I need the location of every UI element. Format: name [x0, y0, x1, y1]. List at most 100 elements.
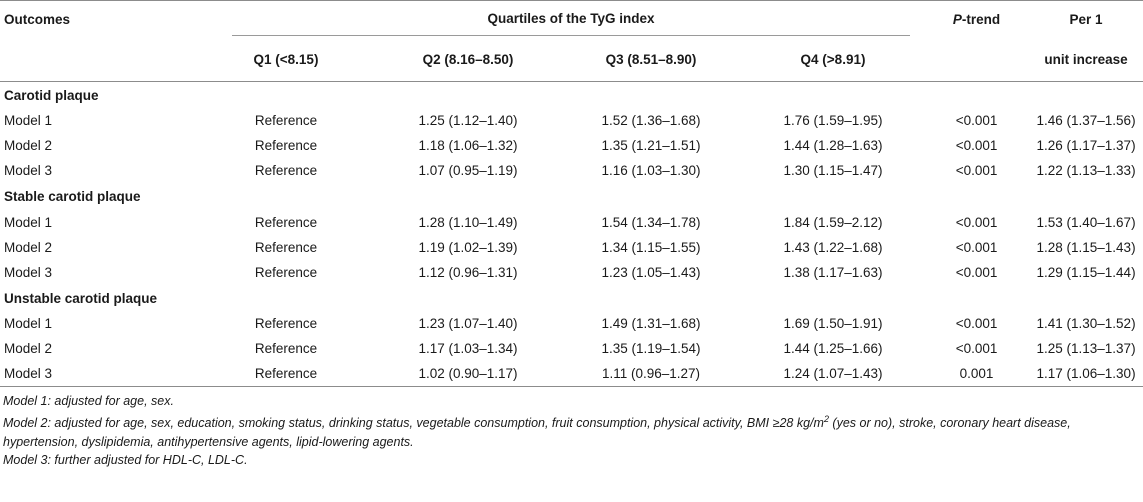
cell-per1: 1.17 (1.06–1.30) — [1029, 361, 1143, 388]
cell-q1: Reference — [196, 361, 376, 388]
cell-per1: 1.53 (1.40–1.67) — [1036, 214, 1136, 230]
cell-q3: 1.23 (1.05–1.43) — [601, 265, 701, 281]
section-title-stable-carotid-plaque: Stable carotid plaque — [4, 189, 141, 205]
cell-per1: 1.22 (1.13–1.33) — [1036, 163, 1136, 179]
cell-p-trend: <0.001 — [955, 239, 998, 255]
cell-model: Model 3 — [4, 265, 53, 281]
cell-q3: 1.11 (0.96–1.27) — [560, 361, 742, 388]
cell-p-trend: <0.001 — [955, 163, 998, 179]
cell-q2: 1.07 (0.95–1.19) — [418, 163, 518, 179]
cell-q3: 1.35 (1.19–1.54) — [601, 341, 701, 357]
cell-model: Model 3 — [4, 163, 53, 179]
cell-q1: Reference — [254, 163, 318, 179]
section-row: Unstable carotid plaque — [0, 285, 1143, 311]
cell-q4: 1.24 (1.07–1.43) — [742, 361, 925, 388]
header-q3: Q3 (8.51–8.90) — [560, 37, 742, 82]
results-table: Outcomes Quartiles of the TyG index P-tr… — [0, 0, 1143, 388]
header-blank-p — [924, 37, 1030, 82]
cell-p-trend: 0.001 — [924, 361, 1030, 388]
header-p-trend: P-trend — [924, 0, 1030, 37]
cell-q4: 1.38 (1.17–1.63) — [783, 265, 883, 281]
cell-q1: Reference — [254, 341, 318, 357]
header-q2: Q2 (8.16–8.50) — [376, 37, 560, 82]
table-row: Model 2 Reference 1.17 (1.03–1.34) 1.35 … — [0, 336, 1143, 361]
cell-per1: 1.41 (1.30–1.52) — [1036, 316, 1136, 332]
cell-per1: 1.25 (1.13–1.37) — [1036, 341, 1136, 357]
table-row: Model 2 Reference 1.19 (1.02–1.39) 1.34 … — [0, 235, 1143, 260]
cell-p-trend: <0.001 — [955, 341, 998, 357]
cell-per1: 1.46 (1.37–1.56) — [1036, 113, 1136, 129]
table-row: Model 3 Reference 1.12 (0.96–1.31) 1.23 … — [0, 260, 1143, 285]
cell-q4: 1.30 (1.15–1.47) — [783, 163, 883, 179]
cell-model: Model 2 — [4, 138, 53, 154]
cell-model: Model 3 — [0, 361, 196, 388]
cell-model: Model 1 — [4, 214, 53, 230]
cell-q4: 1.43 (1.22–1.68) — [783, 239, 883, 255]
footnote-model2-text-rest: (yes or no), stroke, coronary heart dise… — [3, 416, 1071, 449]
footnote-model3: Model 3: further adjusted for HDL-C, LDL… — [3, 453, 248, 468]
header-blank — [0, 37, 196, 82]
footnotes: Model 1: adjusted for age, sex. Model 2:… — [3, 392, 1139, 470]
table-row: Model 3 Reference 1.07 (0.95–1.19) 1.16 … — [0, 158, 1143, 183]
cell-per1: 1.26 (1.17–1.37) — [1036, 138, 1136, 154]
cell-q3: 1.35 (1.21–1.51) — [601, 138, 701, 154]
cell-p-trend: <0.001 — [955, 265, 998, 281]
cell-model: Model 1 — [4, 113, 53, 129]
p-trend-suffix: -trend — [961, 11, 1001, 27]
header-per1-line1: Per 1 — [1029, 0, 1143, 37]
cell-q2: 1.18 (1.06–1.32) — [418, 138, 518, 154]
cell-q3: 1.54 (1.34–1.78) — [601, 214, 701, 230]
cell-model: Model 2 — [4, 239, 53, 255]
header-outcomes: Outcomes — [0, 0, 196, 37]
table-row: Model 1 Reference 1.25 (1.12–1.40) 1.52 … — [0, 108, 1143, 133]
footnote-model2: Model 2: adjusted for age, sex, educatio… — [3, 410, 1139, 451]
quartiles-group-label: Quartiles of the TyG index — [232, 11, 911, 36]
section-title-carotid-plaque: Carotid plaque — [4, 87, 99, 103]
cell-q2: 1.02 (0.90–1.17) — [376, 361, 560, 388]
cell-q1: Reference — [254, 113, 318, 129]
header-quartiles-group: Quartiles of the TyG index — [196, 0, 925, 37]
cell-p-trend: <0.001 — [955, 138, 998, 154]
cell-q2: 1.28 (1.10–1.49) — [418, 214, 518, 230]
header-q4: Q4 (>8.91) — [742, 37, 925, 82]
cell-q3: 1.49 (1.31–1.68) — [601, 316, 701, 332]
cell-q3: 1.34 (1.15–1.55) — [601, 239, 701, 255]
footnote-model1: Model 1: adjusted for age, sex. — [3, 394, 174, 408]
cell-model: Model 2 — [4, 341, 53, 357]
cell-q2: 1.25 (1.12–1.40) — [418, 113, 518, 129]
cell-q4: 1.69 (1.50–1.91) — [783, 316, 883, 332]
table-row: Model 3 Reference 1.02 (0.90–1.17) 1.11 … — [0, 361, 1143, 388]
cell-q2: 1.12 (0.96–1.31) — [418, 265, 518, 281]
table-row: Model 2 Reference 1.18 (1.06–1.32) 1.35 … — [0, 133, 1143, 158]
section-row: Stable carotid plaque — [0, 184, 1143, 210]
cell-q4: 1.76 (1.59–1.95) — [783, 113, 883, 129]
cell-p-trend: <0.001 — [955, 316, 998, 332]
cell-model: Model 1 — [4, 316, 53, 332]
cell-q3: 1.52 (1.36–1.68) — [601, 113, 701, 129]
cell-per1: 1.29 (1.15–1.44) — [1036, 265, 1136, 281]
cell-q2: 1.23 (1.07–1.40) — [418, 316, 518, 332]
cell-q4: 1.84 (1.59–2.12) — [783, 214, 883, 230]
cell-q1: Reference — [254, 214, 318, 230]
header-per1-line2: unit increase — [1029, 37, 1143, 82]
section-title-unstable-carotid-plaque: Unstable carotid plaque — [4, 290, 158, 306]
cell-q2: 1.17 (1.03–1.34) — [418, 341, 518, 357]
cell-q4: 1.44 (1.25–1.66) — [783, 341, 883, 357]
cell-q1: Reference — [254, 316, 318, 332]
table-row: Model 1 Reference 1.28 (1.10–1.49) 1.54 … — [0, 210, 1143, 235]
footnote-model2-superscript: 2 — [823, 414, 829, 425]
table-row: Model 1 Reference 1.23 (1.07–1.40) 1.49 … — [0, 311, 1143, 336]
cell-p-trend: <0.001 — [955, 214, 998, 230]
header-q1: Q1 (<8.15) — [196, 37, 376, 82]
cell-q4: 1.44 (1.28–1.63) — [783, 138, 883, 154]
cell-q1: Reference — [254, 265, 318, 281]
cell-q2: 1.19 (1.02–1.39) — [418, 239, 518, 255]
cell-per1: 1.28 (1.15–1.43) — [1036, 239, 1136, 255]
cell-p-trend: <0.001 — [955, 113, 998, 129]
cell-q1: Reference — [254, 138, 318, 154]
section-row: Carotid plaque — [0, 82, 1143, 109]
cell-q1: Reference — [254, 239, 318, 255]
footnote-model2-text: Model 2: adjusted for age, sex, educatio… — [3, 416, 824, 431]
p-trend-italic: P — [952, 11, 962, 27]
cell-q3: 1.16 (1.03–1.30) — [601, 163, 701, 179]
